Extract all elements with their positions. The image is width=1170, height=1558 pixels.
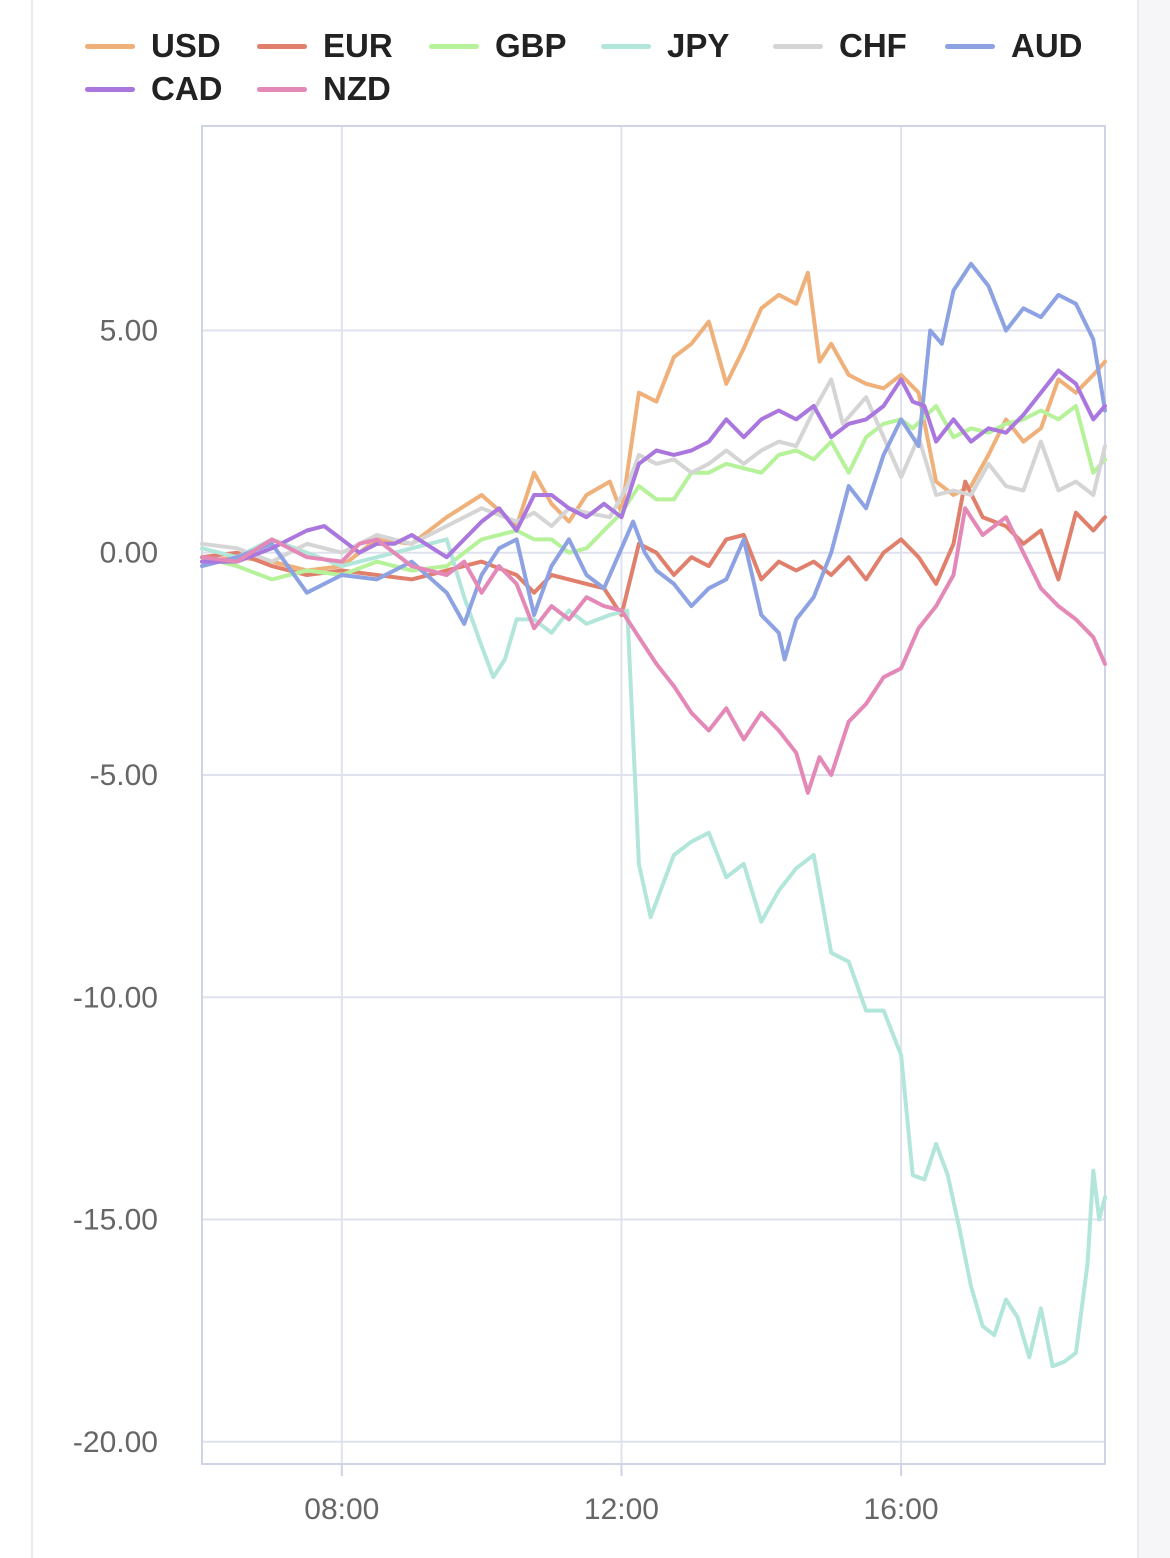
series-line-usd <box>200 270 1107 573</box>
y-tick-label: -5.00 <box>90 759 158 792</box>
series-line-aud <box>200 261 1107 662</box>
frame-border-left <box>31 0 33 1558</box>
legend-label: CAD <box>151 70 223 107</box>
y-tick-label: 0.00 <box>100 537 158 570</box>
y-tick-label: 5.00 <box>100 314 158 347</box>
legend-label: CHF <box>839 27 907 64</box>
legend-item-gbp[interactable]: GBP <box>429 26 567 66</box>
plot-area-border <box>201 125 1106 1465</box>
series-line-eur <box>200 479 1107 617</box>
legend-label: GBP <box>495 27 567 64</box>
series-line-nzd <box>200 506 1107 795</box>
frame-border-right <box>1137 0 1139 1558</box>
legend-swatch <box>945 43 995 49</box>
x-axis: 08:00 12:00 16:00 <box>304 1464 939 1526</box>
legend-item-cad[interactable]: CAD <box>85 69 223 109</box>
series-line-jpy <box>200 537 1107 1369</box>
legend-swatch <box>601 43 651 49</box>
legend-swatch <box>257 86 307 92</box>
x-tick-label: 16:00 <box>864 1493 939 1526</box>
y-tick-label: -10.00 <box>73 981 158 1014</box>
legend-swatch <box>85 43 135 49</box>
chart-grid <box>202 126 1105 1464</box>
x-tick-label: 12:00 <box>584 1493 659 1526</box>
legend-item-eur[interactable]: EUR <box>257 26 393 66</box>
legend-label: USD <box>151 27 221 64</box>
legend-swatch <box>429 43 479 49</box>
frame-gutter <box>1139 0 1170 1558</box>
series-lines <box>200 261 1107 1369</box>
legend-label: NZD <box>323 70 391 107</box>
legend-label: EUR <box>323 27 393 64</box>
legend-item-aud[interactable]: AUD <box>945 26 1083 66</box>
legend-item-jpy[interactable]: JPY <box>601 26 729 66</box>
legend-label: AUD <box>1011 27 1083 64</box>
legend-swatch <box>257 43 307 49</box>
legend-label: JPY <box>667 27 730 64</box>
x-tick-label: 08:00 <box>304 1493 379 1526</box>
y-axis: 5.00 0.00 -5.00 -10.00 -15.00 -20.00 <box>73 314 158 1458</box>
legend-swatch <box>85 86 135 92</box>
legend-swatch <box>773 43 823 49</box>
y-tick-label: -15.00 <box>73 1204 158 1237</box>
y-tick-label: -20.00 <box>73 1426 158 1459</box>
legend-item-chf[interactable]: CHF <box>773 26 907 66</box>
legend-item-nzd[interactable]: NZD <box>257 69 391 109</box>
legend-item-usd[interactable]: USD <box>85 26 221 66</box>
series-line-chf <box>200 377 1107 564</box>
